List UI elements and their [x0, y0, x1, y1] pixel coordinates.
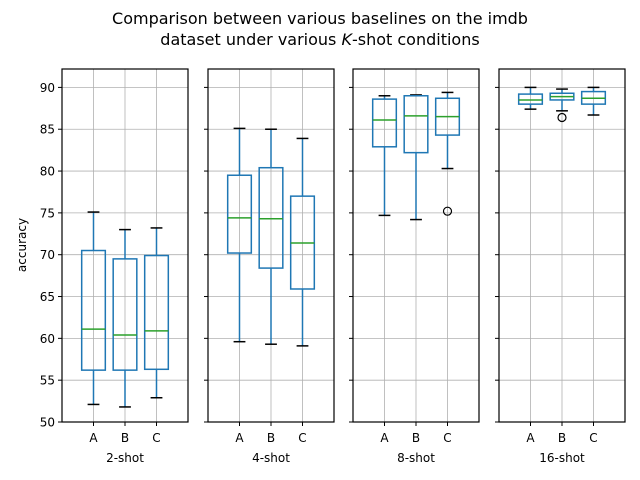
y-tick-label: 70 [40, 248, 55, 262]
x-tick-label: C [589, 431, 597, 445]
y-tick-label: 50 [40, 416, 55, 430]
x-tick-label: C [298, 431, 306, 445]
box-C [580, 86, 607, 116]
box-iqr [226, 174, 253, 254]
panel-4-shot: A B C 4-shot [204, 68, 335, 465]
box-A [80, 211, 107, 406]
title-k-symbol: K [341, 30, 353, 49]
chart-title-line-1: Comparison between various baselines on … [112, 9, 528, 28]
box-B [258, 128, 284, 345]
panel-8-shot: A B C 8-shot [349, 68, 480, 465]
title-line-2-pre: dataset under various [160, 30, 341, 49]
x-tick-label: A [89, 431, 98, 445]
box-iqr [517, 93, 544, 105]
x-axis-label: 2-shot [106, 451, 144, 465]
title-line-2-post: -shot conditions [352, 30, 480, 49]
x-tick-label: B [267, 431, 275, 445]
box-iqr [112, 258, 138, 371]
box-iqr [80, 249, 107, 371]
box-A [371, 95, 398, 217]
x-tick-label: A [526, 431, 535, 445]
x-axis-label: 8-shot [397, 451, 435, 465]
box-iqr [143, 254, 170, 371]
y-tick-label: 55 [40, 374, 55, 388]
box-A [226, 127, 253, 343]
chart-title-line-2: dataset under various K-shot conditions [160, 30, 479, 49]
box-C [434, 91, 461, 216]
y-tick-label: 90 [40, 81, 55, 95]
box-iqr [258, 166, 284, 269]
x-axis-label: 4-shot [252, 451, 290, 465]
box-A [517, 86, 544, 110]
y-tick-label: 60 [40, 332, 55, 346]
box-C [289, 137, 316, 347]
x-axis-label: 16-shot [539, 451, 585, 465]
panel-2-shot: 50 55 60 65 70 75 80 85 90 A B C 2-shot [40, 68, 189, 465]
x-tick-label: C [152, 431, 160, 445]
box-C [143, 227, 170, 399]
x-tick-label: A [380, 431, 389, 445]
y-tick-label: 80 [40, 165, 55, 179]
x-tick-label: C [443, 431, 451, 445]
panel-16-shot: A B C 16-shot [495, 68, 626, 465]
box-iqr [371, 98, 398, 148]
box-B [112, 228, 138, 408]
x-tick-label: B [412, 431, 420, 445]
y-tick-label: 85 [40, 123, 55, 137]
y-axis-label: accuracy [15, 218, 29, 272]
x-tick-label: A [235, 431, 244, 445]
y-tick-label: 65 [40, 290, 55, 304]
box-B [549, 88, 575, 123]
x-tick-label: B [558, 431, 566, 445]
outlier-point [557, 112, 567, 123]
box-B [403, 94, 429, 221]
box-iqr [403, 95, 429, 154]
x-tick-label: B [121, 431, 129, 445]
y-tick-label: 75 [40, 206, 55, 220]
outlier-point [442, 206, 453, 216]
